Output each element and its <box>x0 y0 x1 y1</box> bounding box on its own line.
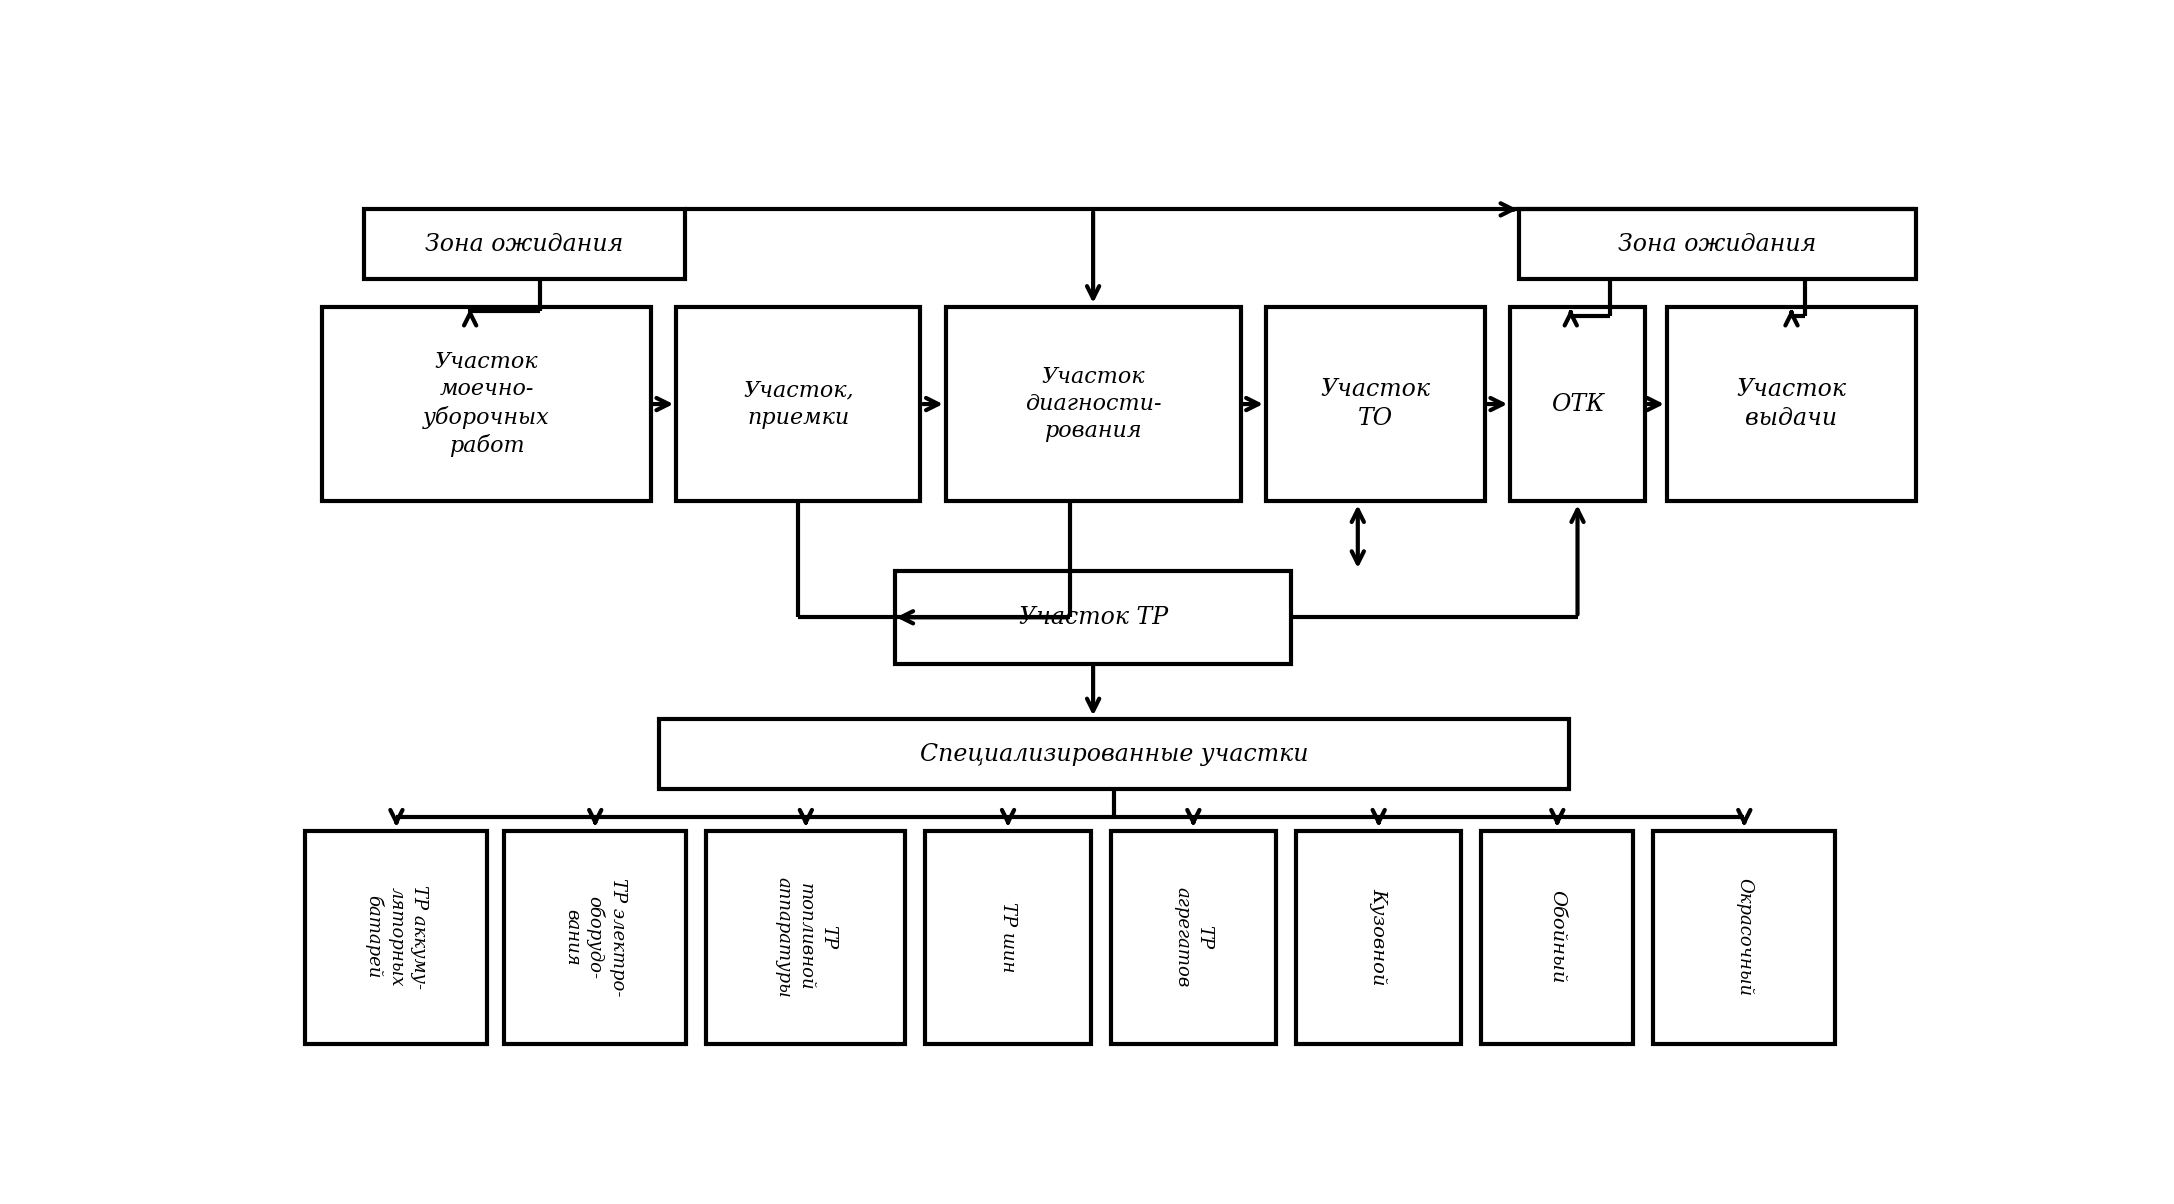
Text: ТР шин: ТР шин <box>1000 902 1017 973</box>
FancyBboxPatch shape <box>1652 831 1835 1044</box>
Text: Зона ожидания: Зона ожидания <box>426 232 624 255</box>
Text: Участок ТР: Участок ТР <box>1020 606 1167 628</box>
FancyBboxPatch shape <box>1517 209 1915 279</box>
FancyBboxPatch shape <box>322 307 650 501</box>
Text: Зона ожидания: Зона ожидания <box>1617 232 1817 255</box>
Text: Окрасочный: Окрасочный <box>1735 878 1752 996</box>
FancyBboxPatch shape <box>304 831 487 1044</box>
FancyBboxPatch shape <box>1265 307 1485 501</box>
FancyBboxPatch shape <box>1111 831 1276 1044</box>
Text: Участок
моечно-
уборочных
работ: Участок моечно- уборочных работ <box>424 352 550 458</box>
FancyBboxPatch shape <box>1296 831 1461 1044</box>
Text: Участок,
приемки: Участок, приемки <box>744 379 854 429</box>
FancyBboxPatch shape <box>1667 307 1915 501</box>
FancyBboxPatch shape <box>365 209 685 279</box>
Text: Специализированные участки: Специализированные участки <box>920 743 1309 766</box>
Text: ТР аккуму-
ляторных
батарей: ТР аккуму- ляторных батарей <box>365 885 428 990</box>
Text: Участок
диагности-
рования: Участок диагности- рования <box>1024 366 1161 442</box>
Text: Участок
ТО: Участок ТО <box>1320 378 1430 430</box>
FancyBboxPatch shape <box>659 719 1570 789</box>
FancyBboxPatch shape <box>504 831 687 1044</box>
Text: Кузовной: Кузовной <box>1370 889 1387 986</box>
Text: Участок
выдачи: Участок выдачи <box>1737 378 1846 430</box>
FancyBboxPatch shape <box>926 831 1091 1044</box>
FancyBboxPatch shape <box>1480 831 1633 1044</box>
FancyBboxPatch shape <box>896 571 1291 663</box>
FancyBboxPatch shape <box>946 307 1241 501</box>
Text: ТР электро-
оборудо-
вания: ТР электро- оборудо- вания <box>563 878 626 997</box>
Text: ТР
агрегатов: ТР агрегатов <box>1174 887 1213 987</box>
FancyBboxPatch shape <box>707 831 904 1044</box>
Text: Обойный: Обойный <box>1548 891 1565 984</box>
Text: ТР
топливной
аппаратуры: ТР топливной аппаратуры <box>774 877 837 997</box>
FancyBboxPatch shape <box>676 307 920 501</box>
Text: ОТК: ОТК <box>1550 393 1604 415</box>
FancyBboxPatch shape <box>1511 307 1646 501</box>
